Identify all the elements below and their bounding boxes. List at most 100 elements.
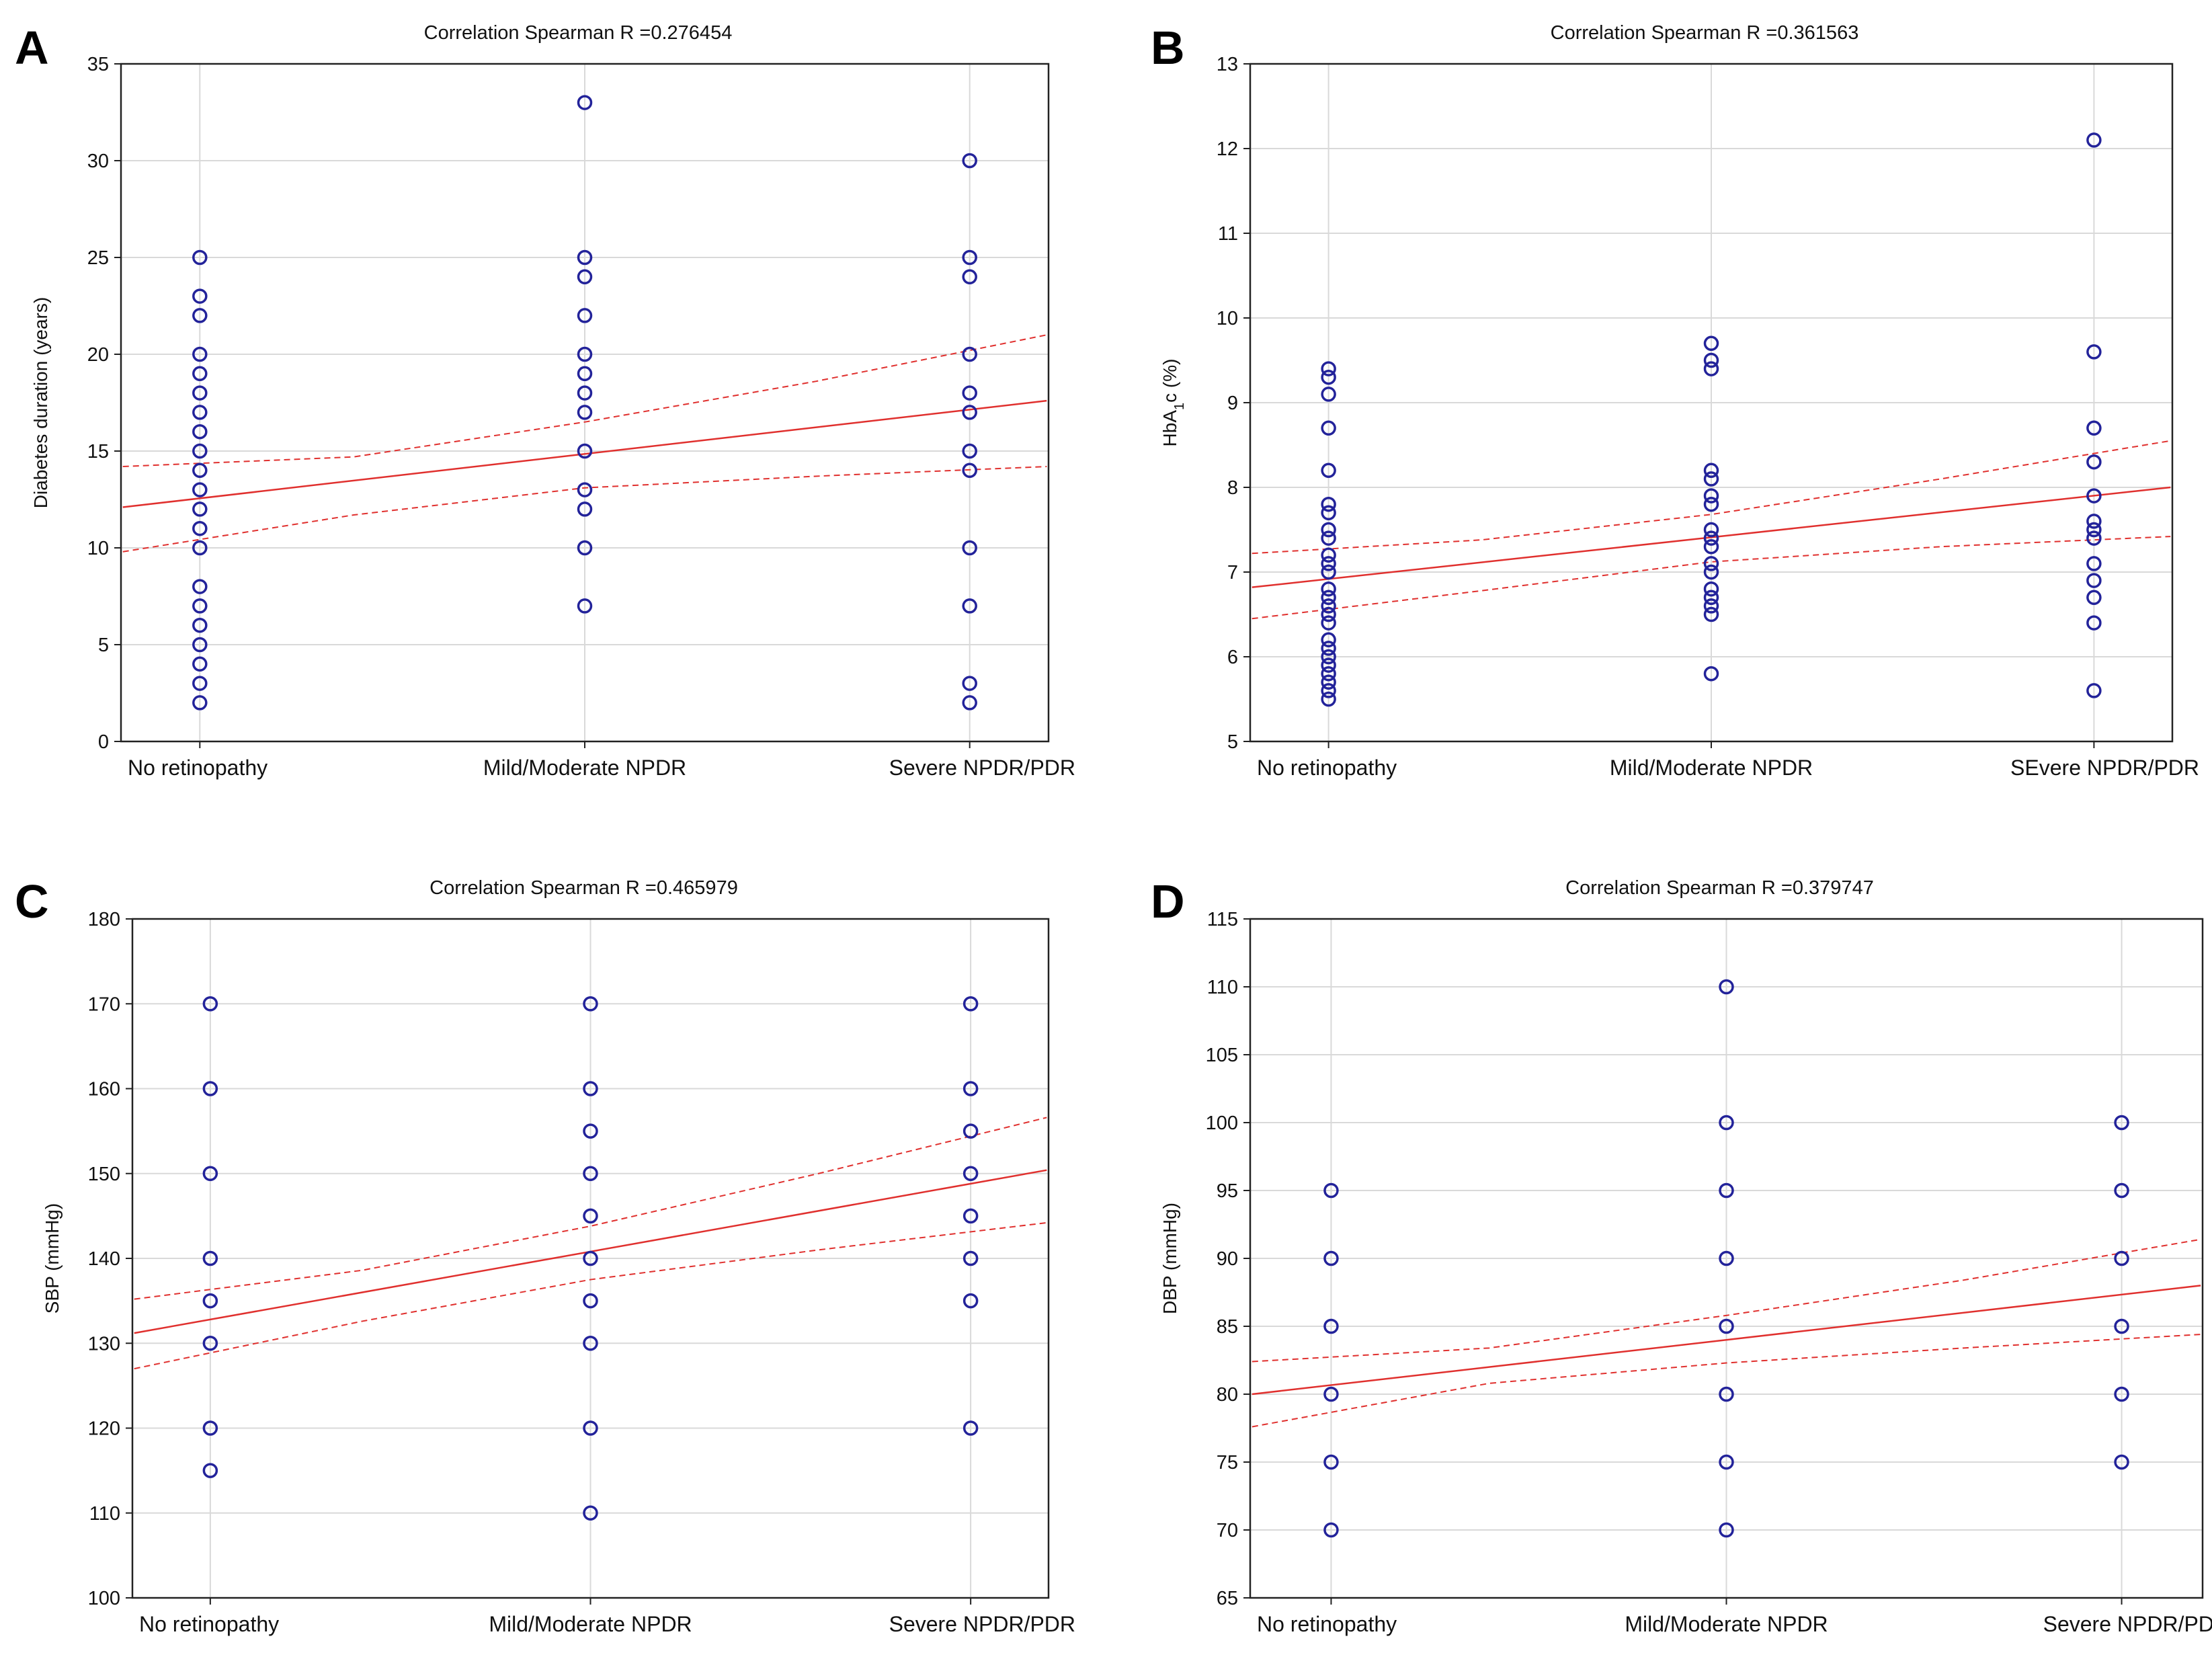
- chart-title: Correlation Spearman R =0.379747: [1565, 877, 1874, 899]
- data-point: [2086, 420, 2102, 436]
- y-tick-label: 70: [1217, 1520, 1238, 1541]
- data-point: [1321, 606, 1336, 622]
- y-axis-title-subscript: 1: [1172, 403, 1187, 410]
- panel-d: D Correlation Spearman R =0.379747 65 70 75 8…: [1151, 875, 2212, 1636]
- chart-title: Correlation Spearman R =0.361563: [1551, 22, 1859, 44]
- data-point: [583, 1123, 598, 1139]
- data-point: [1703, 564, 1719, 580]
- data-point: [192, 385, 208, 401]
- data-point: [1321, 496, 1336, 512]
- data-point: [2086, 132, 2102, 148]
- x-category-label: SEvere NPDR/PDR: [2010, 756, 2199, 780]
- x-category-label: No retinopathy: [1257, 1612, 1397, 1636]
- data-point: [1703, 488, 1719, 503]
- data-point: [577, 443, 593, 459]
- data-point: [577, 405, 593, 420]
- data-point: [962, 1250, 979, 1266]
- y-axis-title-main: HbA: [1159, 410, 1180, 447]
- data-point: [192, 617, 208, 633]
- y-tick-label: 170: [88, 994, 120, 1015]
- data-point: [1323, 1182, 1339, 1199]
- data-point: [2086, 573, 2102, 588]
- y-axis-title: SBP (mmHg): [42, 1203, 63, 1314]
- data-point: [202, 996, 218, 1012]
- ci-upper-line: [1252, 1238, 2201, 1363]
- data-point: [962, 405, 977, 420]
- y-tick-label: 9: [1227, 393, 1238, 414]
- data-point: [1321, 590, 1336, 606]
- data-point: [1321, 369, 1336, 385]
- regression-line: [1252, 486, 2171, 588]
- y-tick-label: 5: [1227, 731, 1238, 753]
- chart-title: Correlation Spearman R =0.276454: [424, 22, 733, 44]
- data-point: [1321, 361, 1336, 376]
- data-point: [577, 540, 593, 556]
- y-tick-label: 10: [87, 538, 109, 559]
- data-point: [1321, 530, 1336, 546]
- y-axis-title-suffix: c (%): [1159, 359, 1180, 403]
- ci-lower-line: [1252, 536, 2171, 620]
- data-point: [2086, 590, 2102, 606]
- y-tick-label: 110: [89, 1503, 120, 1525]
- data-point: [202, 1250, 218, 1266]
- plot-frame: [131, 918, 1050, 1599]
- data-point: [202, 1420, 218, 1436]
- data-point: [577, 366, 593, 382]
- data-point: [583, 1336, 598, 1351]
- data-point: [962, 346, 977, 362]
- data-point: [202, 1166, 218, 1181]
- data-point: [192, 346, 208, 362]
- y-tick-label: 140: [88, 1248, 120, 1270]
- y-tick-label: 100: [88, 1588, 120, 1609]
- data-point: [1703, 496, 1719, 512]
- y-tick-label: 15: [87, 441, 109, 462]
- data-point: [1323, 1386, 1339, 1402]
- data-point: [962, 540, 977, 556]
- y-tick-label: 10: [1217, 308, 1238, 329]
- data-point: [202, 1336, 218, 1351]
- data-point: [192, 540, 208, 556]
- data-point: [1323, 1318, 1339, 1334]
- data-point: [1321, 615, 1336, 631]
- data-point: [1703, 530, 1719, 546]
- data-point: [962, 598, 977, 614]
- data-point: [1719, 1386, 1734, 1402]
- ci-lower-line: [122, 466, 1047, 553]
- data-point: [192, 579, 208, 594]
- data-point: [577, 249, 593, 266]
- data-point: [2086, 488, 2102, 503]
- data-point: [1719, 1250, 1734, 1266]
- data-point: [583, 1166, 598, 1181]
- data-point: [1719, 1454, 1734, 1470]
- y-tick-label: 25: [87, 247, 109, 269]
- x-category-label: Severe NPDR/PDR: [889, 1612, 1075, 1636]
- data-point: [577, 346, 593, 362]
- data-point: [1321, 641, 1336, 656]
- data-point: [1321, 505, 1336, 521]
- panel-letter: A: [15, 22, 49, 74]
- data-point: [962, 695, 977, 711]
- data-point: [1321, 683, 1336, 698]
- data-point: [1703, 522, 1719, 538]
- y-tick-label: 65: [1217, 1588, 1238, 1609]
- data-point: [2086, 522, 2102, 538]
- panel-c: C Correlation Spearman R =0.465979 100 110 1…: [15, 875, 1075, 1636]
- data-point: [1703, 471, 1719, 487]
- plot-frame: [1249, 63, 2174, 743]
- chart-title: Correlation Spearman R =0.465979: [429, 877, 738, 899]
- ci-upper-line: [122, 334, 1047, 468]
- data-point: [962, 249, 977, 266]
- data-point: [1321, 649, 1336, 665]
- data-point: [192, 405, 208, 420]
- data-point: [962, 996, 979, 1012]
- data-point: [2114, 1454, 2129, 1470]
- regression-line: [1252, 1285, 2201, 1396]
- data-point: [1321, 581, 1336, 597]
- data-point: [962, 443, 977, 459]
- y-axis-title: DBP (mmHg): [1159, 1203, 1180, 1314]
- data-point: [1703, 606, 1719, 622]
- data-point: [2114, 1182, 2129, 1199]
- y-tick-label: 150: [88, 1164, 120, 1185]
